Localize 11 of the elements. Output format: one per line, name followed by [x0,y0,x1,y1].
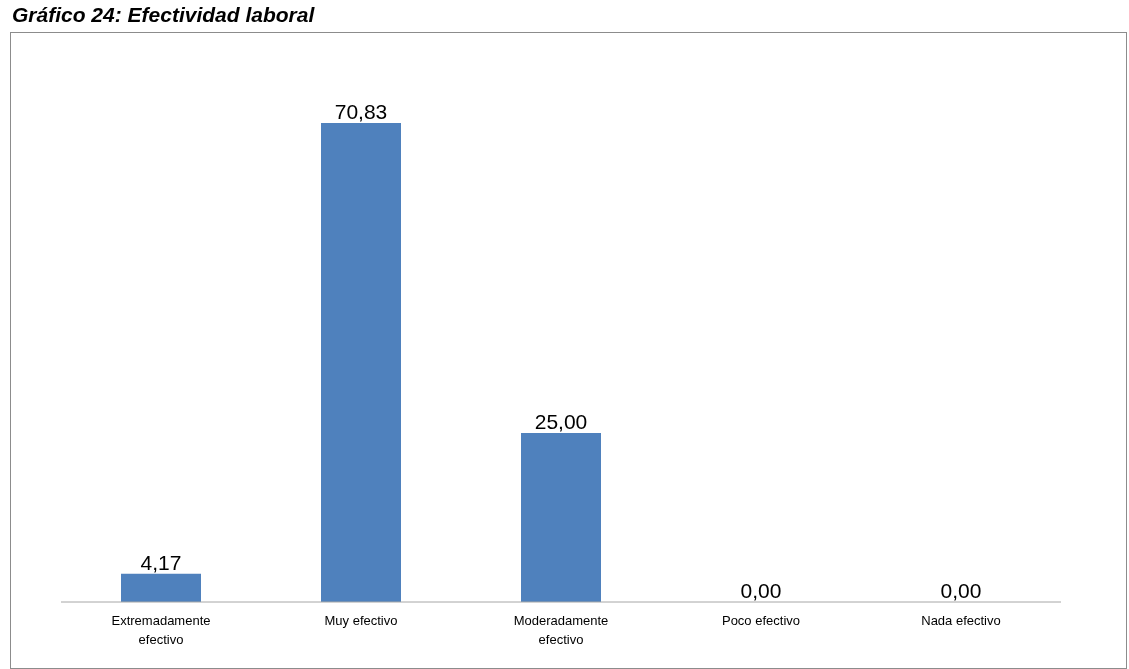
data-label: 0,00 [940,579,982,602]
data-label: 4,17 [140,550,182,574]
chart-title: Gráfico 24: Efectividad laboral [12,3,315,27]
data-label: 70,83 [334,100,388,123]
data-label: 0,00 [740,579,782,602]
x-tick-label: Poco efectivo [721,613,801,629]
x-tick-label: Nada efectivo [921,613,1001,629]
data-label: 25,00 [534,409,588,433]
x-tick-label: Moderadamente efectivo [513,613,609,648]
x-tick-label: Muy efectivo [324,613,398,629]
x-tick-label: Extremadamente efectivo [111,613,211,648]
